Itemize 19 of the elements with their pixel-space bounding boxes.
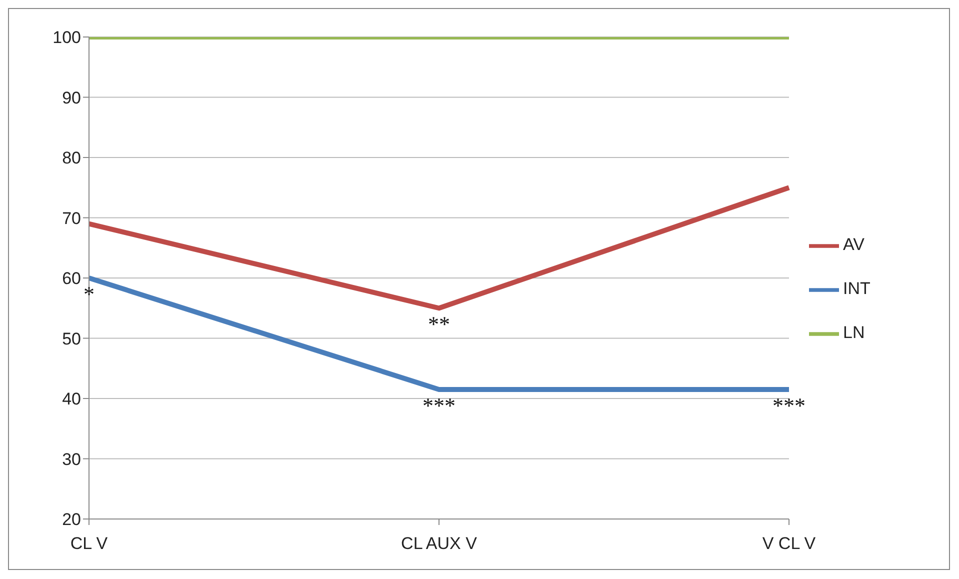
x-tick-label: CL AUX V <box>401 534 478 554</box>
y-tick-label: 100 <box>52 28 81 48</box>
legend-label: LN <box>843 323 865 342</box>
y-tick-label: 40 <box>62 390 81 409</box>
legend-label: AV <box>843 235 864 254</box>
annotation: ** <box>428 312 450 337</box>
annotation: *** <box>422 393 456 418</box>
x-tick-label: V CL V <box>762 534 816 554</box>
y-tick-label: 30 <box>62 450 81 469</box>
y-tick-label: 50 <box>62 329 81 348</box>
legend-label: INT <box>843 279 870 298</box>
annotation: * <box>84 282 94 307</box>
y-tick-label: 90 <box>62 88 81 108</box>
y-tick-label: 80 <box>62 148 81 168</box>
y-tick-label: 70 <box>62 208 81 228</box>
y-tick-label: 60 <box>62 269 81 288</box>
y-tick-label: 20 <box>62 510 81 530</box>
x-tick-label: CL V <box>70 534 108 554</box>
annotation: *** <box>772 393 806 418</box>
